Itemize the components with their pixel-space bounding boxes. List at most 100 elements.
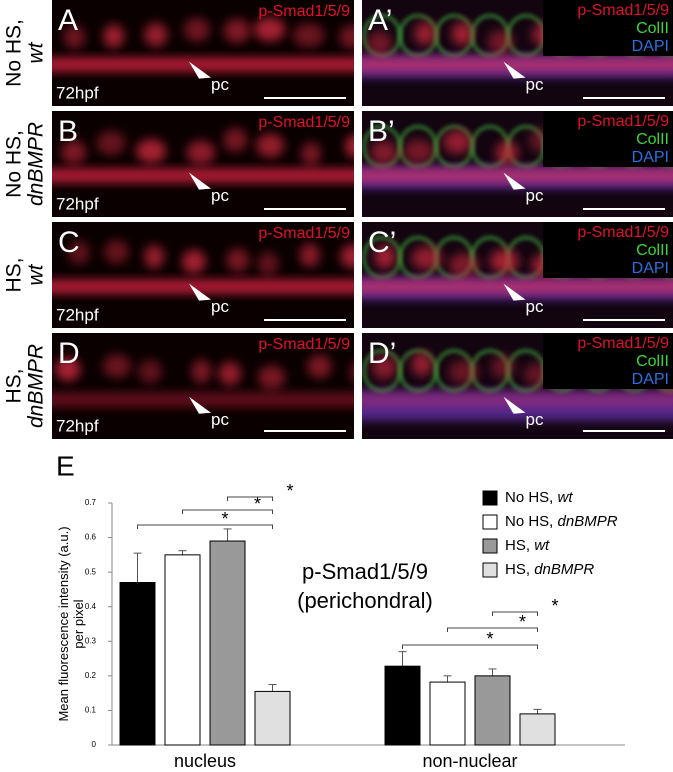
significance-label: * <box>551 596 558 616</box>
nucleus-signal <box>451 21 473 46</box>
nucleus-signal <box>307 354 332 379</box>
legend-label: HS, wt <box>505 537 550 554</box>
bar <box>119 582 156 746</box>
bar <box>384 665 421 746</box>
stain-box <box>543 111 673 167</box>
row-label-line: HS, <box>3 368 26 403</box>
stain-box <box>543 333 673 389</box>
legend-swatch <box>482 562 498 578</box>
stain-box <box>543 222 673 278</box>
chart-title: p-Smad1/5/9 <box>302 559 428 584</box>
significance-label: * <box>519 612 526 632</box>
stain-label: DAPI <box>632 149 669 166</box>
nucleus-signal <box>340 244 354 269</box>
panel-letter: C <box>58 226 80 259</box>
stage-label: 72hpf <box>56 83 99 102</box>
nucleus-signal <box>256 133 285 158</box>
nucleus-signal <box>300 141 322 166</box>
nucleus-signal <box>371 355 397 380</box>
nucleus-signal <box>103 24 125 49</box>
perichondrium-signal <box>52 57 354 72</box>
micrograph: Bpc p-Smad1/5/9 72hpf <box>52 111 354 217</box>
significance-label: * <box>254 494 261 514</box>
bar <box>164 554 201 746</box>
nucleus-signal <box>60 140 87 165</box>
nucleus-signal <box>103 239 129 264</box>
legend-swatch <box>482 490 498 506</box>
nucleus-signal <box>257 251 279 276</box>
panel-letter: A <box>58 4 78 37</box>
nucleus-signal <box>370 140 398 165</box>
panel-bg <box>52 0 354 106</box>
bar <box>254 690 291 746</box>
nucleus-signal <box>218 361 242 386</box>
nucleus-signal <box>366 31 393 56</box>
nucleus-signal <box>144 244 165 269</box>
nucleus-signal <box>183 17 210 42</box>
significance-label: * <box>221 509 228 529</box>
image-content <box>52 354 354 407</box>
stage-label: 72hpf <box>56 194 99 213</box>
arrowhead <box>189 396 211 414</box>
arrow-label: pc <box>526 410 544 429</box>
nucleus-signal <box>448 360 480 385</box>
stage-label: 72hpf <box>56 305 99 324</box>
perichondrium-signal <box>52 392 354 407</box>
row-label-line: dnBMPR <box>25 122 48 206</box>
y-label-line: per pixel <box>71 599 86 648</box>
arrowhead <box>503 172 526 190</box>
arrowhead <box>189 172 211 190</box>
nucleus-signal <box>411 352 433 377</box>
perichondrium-signal <box>52 168 354 183</box>
legend-label: No HS, wt <box>505 489 573 506</box>
perichondrium-signal <box>362 57 673 72</box>
stain-label: p-Smad1/5/9 <box>258 336 350 353</box>
panel-letter: A’ <box>368 4 392 37</box>
arrow-label: pc <box>526 297 544 316</box>
nucleus-signal <box>181 249 206 274</box>
y-tick-label: 0 <box>92 740 97 749</box>
stain-label: ColII <box>636 131 669 148</box>
bar <box>519 713 556 746</box>
y-tick-label: 0.7 <box>85 498 97 507</box>
stain-label: p-Smad1/5/9 <box>577 113 669 130</box>
nucleus-signal <box>403 139 435 164</box>
significance-bracket <box>182 509 273 514</box>
stain-label: DAPI <box>632 260 669 277</box>
perichondrium-signal <box>362 168 673 183</box>
y-tick-label: 0.3 <box>85 636 97 645</box>
arrowhead <box>189 61 211 79</box>
nucleus-signal <box>487 29 514 54</box>
y-tick-label: 0.1 <box>85 706 97 715</box>
stain-label: p-Smad1/5/9 <box>577 335 669 352</box>
significance-bracket <box>137 524 273 529</box>
row-label-line: wt <box>25 263 48 285</box>
nucleus-signal <box>411 246 443 271</box>
nucleus-signal <box>144 22 168 47</box>
x-tick-label: non-nuclear <box>422 751 517 771</box>
panel-letter: C’ <box>368 226 396 259</box>
perichondrium-signal <box>362 392 673 407</box>
nucleus-signal <box>293 23 325 48</box>
y-label-line: Mean fluorescence intensity (a.u.) <box>56 526 71 721</box>
significance-bracket <box>402 644 538 649</box>
y-tick-label: 0.4 <box>85 602 97 611</box>
panel-letter: D <box>58 337 80 370</box>
significance-label: * <box>486 629 493 649</box>
x-tick-label: nucleus <box>174 751 236 771</box>
image-content <box>52 239 354 294</box>
nucleus-signal <box>226 248 250 273</box>
stain-label: p-Smad1/5/9 <box>258 114 350 131</box>
row-label: No HS, dnBMPR <box>3 122 48 206</box>
stage-label: 72hpf <box>56 416 99 435</box>
row-label: HS, dnBMPR <box>3 344 48 428</box>
arrow-label: pc <box>211 186 229 205</box>
nucleus-signal <box>96 131 126 156</box>
panel-letter: B <box>58 115 78 148</box>
significance-bracket <box>227 496 273 501</box>
arrowhead <box>189 283 211 301</box>
stain-label: p-Smad1/5/9 <box>577 2 669 19</box>
image-content <box>52 17 354 72</box>
